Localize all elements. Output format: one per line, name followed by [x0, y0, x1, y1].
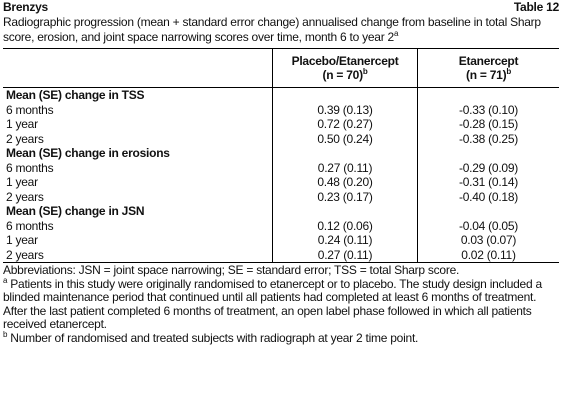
- column-n: (n = 71): [466, 68, 507, 82]
- column-header: Placebo/Etanercept (n = 70)b: [272, 48, 418, 88]
- section-row: Mean (SE) change in erosions: [3, 146, 559, 161]
- value-cell: -0.29 (0.09): [417, 160, 559, 175]
- footnote: a Patients in this study were originally…: [3, 275, 559, 332]
- cell: [272, 87, 418, 103]
- column-n-line: (n = 71)b: [421, 68, 556, 83]
- column-n-line: (n = 70)b: [276, 68, 414, 83]
- row-label: 6 months: [6, 218, 54, 233]
- value-cell: 0.27 (0.11): [272, 247, 418, 263]
- section-row: Mean (SE) change in TSS: [3, 87, 559, 103]
- note-mark: b: [506, 67, 511, 76]
- data-row: 1 year 0.24 (0.11) 0.03 (0.07): [3, 233, 559, 248]
- section-heading: Mean (SE) change in TSS: [6, 88, 145, 102]
- value-cell: 0.03 (0.07): [417, 233, 559, 248]
- header: Brenzys Table 12: [3, 0, 559, 15]
- table: Placebo/Etanercept (n = 70)b Etanercept (n …: [3, 48, 559, 263]
- value-cell: 0.02 (0.11): [417, 247, 559, 263]
- value-cell: -0.33 (0.10): [417, 102, 559, 117]
- footnote: b Number of randomised and treated subje…: [3, 329, 559, 346]
- row-label: 2 years: [6, 131, 44, 146]
- value-cell: 0.48 (0.20): [272, 175, 418, 190]
- value-cell: -0.31 (0.14): [417, 175, 559, 190]
- data-row: 2 years 0.27 (0.11) 0.02 (0.11): [3, 247, 559, 263]
- value-cell: 0.39 (0.13): [272, 102, 418, 117]
- value-cell: -0.04 (0.05): [417, 218, 559, 233]
- footnote-text: Number of randomised and treated subject…: [10, 330, 419, 345]
- data-row: 1 year 0.72 (0.27) -0.28 (0.15): [3, 117, 559, 132]
- data-row: 6 months 0.39 (0.13) -0.33 (0.10): [3, 102, 559, 117]
- cell: [272, 204, 418, 219]
- value-cell: 0.72 (0.27): [272, 117, 418, 132]
- data-row: 2 years 0.23 (0.17) -0.40 (0.18): [3, 189, 559, 204]
- brand: Brenzys: [3, 0, 48, 14]
- footnote-text: Abbreviations: JSN = joint space narrowi…: [3, 263, 460, 277]
- note-mark: a: [3, 275, 8, 285]
- document: Brenzys Table 12 Radiographic progressio…: [3, 0, 559, 346]
- row-label: 6 months: [6, 102, 54, 117]
- section-heading: Mean (SE) change in erosions: [6, 146, 170, 160]
- row-label: 1 year: [6, 233, 38, 247]
- cell: [417, 204, 559, 219]
- cell: [417, 146, 559, 161]
- footnote: Abbreviations: JSN = joint space narrowi…: [3, 263, 559, 278]
- cell: [272, 146, 418, 161]
- value-cell: -0.28 (0.15): [417, 117, 559, 132]
- column-header: Etanercept (n = 71)b: [417, 48, 559, 88]
- value-cell: 0.12 (0.06): [272, 218, 418, 233]
- row-label: 6 months: [6, 160, 54, 175]
- value-cell: 0.50 (0.24): [272, 131, 418, 146]
- header-row: Placebo/Etanercept (n = 70)b Etanercept (n …: [3, 48, 559, 88]
- header-cell: [3, 48, 273, 88]
- note-mark: b: [3, 329, 8, 339]
- value-cell: 0.24 (0.11): [272, 233, 418, 248]
- data-row: 6 months 0.12 (0.06) -0.04 (0.05): [3, 218, 559, 233]
- cell: [417, 87, 559, 103]
- caption: Radiographic progression (mean + standar…: [3, 15, 559, 45]
- section-row: Mean (SE) change in JSN: [3, 204, 559, 219]
- footnote-text: Patients in this study were originally r…: [3, 276, 542, 331]
- row-label: 2 years: [6, 247, 44, 262]
- table-label: Table 12: [513, 0, 559, 14]
- value-cell: -0.38 (0.25): [417, 131, 559, 146]
- value-cell: 0.27 (0.11): [272, 160, 418, 175]
- caption-text: Radiographic progression (mean + standar…: [3, 15, 541, 44]
- column-name: Placebo/Etanercept: [291, 53, 399, 68]
- row-label: 2 years: [6, 189, 44, 204]
- column-n: (n = 70): [322, 68, 364, 82]
- footnotes: Abbreviations: JSN = joint space narrowi…: [3, 263, 559, 346]
- section-heading: Mean (SE) change in JSN: [6, 204, 145, 218]
- data-row: 6 months 0.27 (0.11) -0.29 (0.09): [3, 160, 559, 175]
- column-name: Etanercept: [458, 53, 519, 68]
- data-row: 1 year 0.48 (0.20) -0.31 (0.14): [3, 175, 559, 190]
- note-mark: b: [362, 67, 368, 76]
- value-cell: -0.40 (0.18): [417, 189, 559, 204]
- data-row: 2 years 0.50 (0.24) -0.38 (0.25): [3, 131, 559, 146]
- value-cell: 0.23 (0.17): [272, 189, 418, 204]
- note-mark: a: [393, 29, 399, 38]
- row-label: 1 year: [6, 117, 38, 131]
- row-label: 1 year: [6, 175, 38, 189]
